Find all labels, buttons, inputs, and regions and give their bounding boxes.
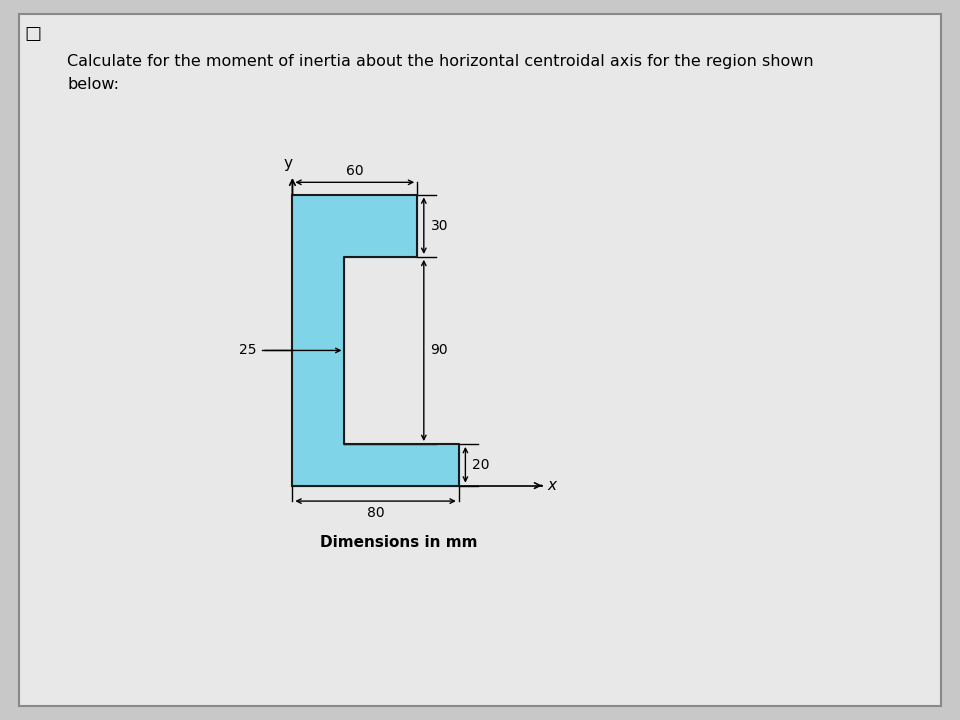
- Text: 80: 80: [367, 505, 384, 520]
- Text: 20: 20: [472, 458, 490, 472]
- Text: 30: 30: [430, 219, 448, 233]
- Text: 25: 25: [239, 343, 256, 357]
- Text: Dimensions in mm: Dimensions in mm: [320, 536, 478, 551]
- Text: 60: 60: [346, 164, 364, 178]
- Text: x: x: [547, 478, 557, 493]
- Text: 90: 90: [430, 343, 448, 357]
- Text: y: y: [283, 156, 293, 171]
- Text: □: □: [24, 25, 41, 43]
- Text: below:: below:: [67, 77, 119, 92]
- Text: Calculate for the moment of inertia about the horizontal centroidal axis for the: Calculate for the moment of inertia abou…: [67, 54, 814, 69]
- Polygon shape: [293, 194, 459, 485]
